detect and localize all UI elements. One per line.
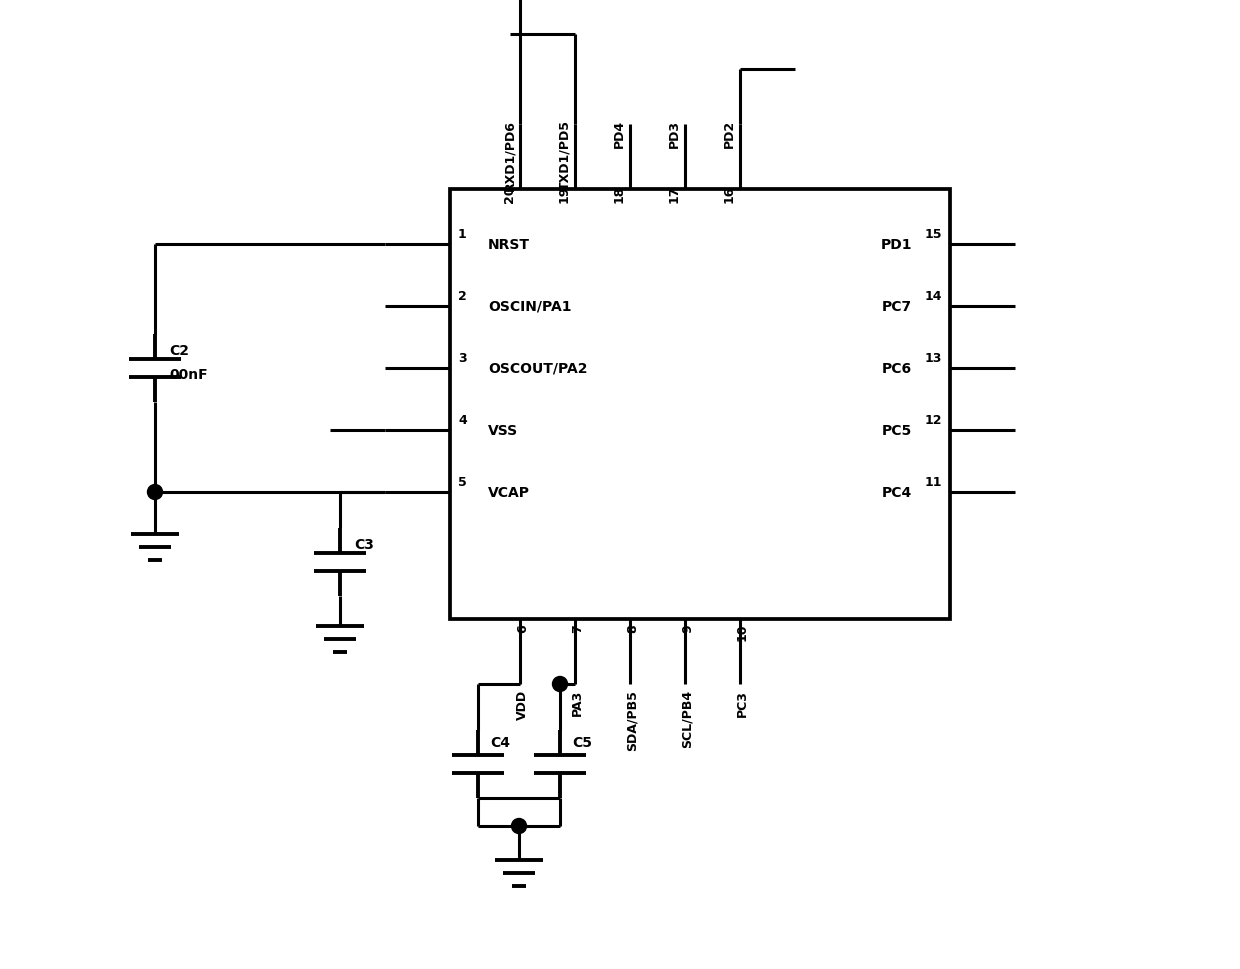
Text: 10: 10 bbox=[737, 623, 749, 641]
Circle shape bbox=[148, 485, 162, 500]
Text: 12: 12 bbox=[925, 414, 942, 426]
Text: 1: 1 bbox=[458, 228, 466, 240]
Circle shape bbox=[553, 676, 568, 692]
Text: 9: 9 bbox=[681, 623, 694, 632]
Text: 00nF: 00nF bbox=[169, 367, 207, 382]
Text: PC5: PC5 bbox=[882, 423, 911, 438]
Text: PA3: PA3 bbox=[570, 689, 584, 715]
Text: 13: 13 bbox=[925, 352, 942, 364]
Bar bbox=[450, 190, 950, 619]
Text: 11: 11 bbox=[925, 476, 942, 488]
Text: 5: 5 bbox=[458, 476, 466, 488]
Text: PC3: PC3 bbox=[737, 689, 749, 716]
Text: C2: C2 bbox=[169, 344, 188, 358]
Text: 2: 2 bbox=[458, 290, 466, 302]
Text: 19: 19 bbox=[558, 186, 570, 203]
Text: NRST: NRST bbox=[489, 237, 529, 252]
Text: 3: 3 bbox=[458, 352, 466, 364]
Text: 16: 16 bbox=[723, 186, 737, 203]
Text: VDD: VDD bbox=[516, 689, 529, 719]
Text: 20: 20 bbox=[503, 186, 516, 203]
Text: PC4: PC4 bbox=[882, 485, 911, 499]
Text: SDA/PB5: SDA/PB5 bbox=[626, 689, 639, 750]
Text: PC6: PC6 bbox=[882, 361, 911, 376]
Text: OSCOUT/PA2: OSCOUT/PA2 bbox=[489, 361, 588, 376]
Text: 15: 15 bbox=[925, 228, 942, 240]
Text: PD4: PD4 bbox=[613, 120, 626, 148]
Text: 4: 4 bbox=[458, 414, 466, 426]
Circle shape bbox=[512, 819, 527, 833]
Text: PD2: PD2 bbox=[723, 120, 737, 148]
Text: OSCIN/PA1: OSCIN/PA1 bbox=[489, 299, 572, 314]
Text: RXD1/PD6: RXD1/PD6 bbox=[503, 120, 516, 191]
Text: C4: C4 bbox=[490, 735, 510, 749]
Text: SCL/PB4: SCL/PB4 bbox=[681, 689, 694, 747]
Text: C3: C3 bbox=[353, 538, 374, 551]
Text: VCAP: VCAP bbox=[489, 485, 529, 499]
Text: 17: 17 bbox=[668, 186, 681, 203]
Text: PD3: PD3 bbox=[668, 120, 681, 148]
Text: 14: 14 bbox=[925, 290, 942, 302]
Text: 7: 7 bbox=[570, 623, 584, 632]
Text: 18: 18 bbox=[613, 186, 626, 203]
Text: 6: 6 bbox=[516, 623, 529, 632]
Text: TXD1/PD5: TXD1/PD5 bbox=[558, 120, 570, 190]
Text: 8: 8 bbox=[626, 623, 639, 632]
Text: C5: C5 bbox=[572, 735, 591, 749]
Text: VSS: VSS bbox=[489, 423, 518, 438]
Text: PD1: PD1 bbox=[880, 237, 911, 252]
Text: PC7: PC7 bbox=[882, 299, 911, 314]
